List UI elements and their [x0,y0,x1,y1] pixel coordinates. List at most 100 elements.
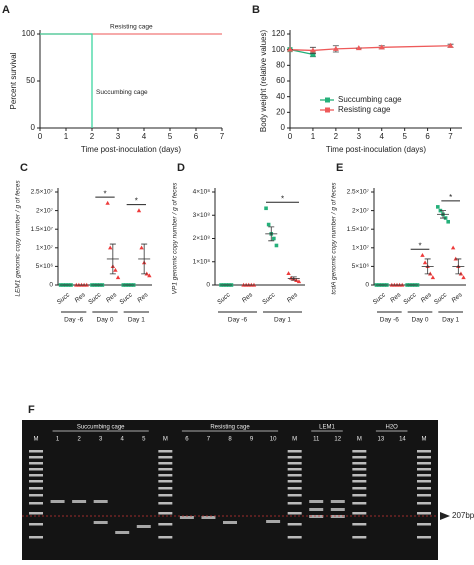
ladder-band [287,494,302,497]
ladder-band [287,462,302,465]
y-tick-label: 0 [281,123,286,132]
group-label: Day 0 [97,317,114,324]
y-tick-label: 0 [49,282,53,289]
y-tick-label: 1×10⁷ [36,245,54,252]
sample-band [72,500,87,503]
ladder-band [417,462,431,465]
x-tick-label: Succ [371,291,387,306]
ladder-band [352,536,367,539]
lane-label: 4 [121,437,125,443]
point [450,245,456,250]
point [108,245,113,250]
x-tick-label: Res [136,291,150,304]
y-tick-label: 20 [276,107,285,116]
ladder-band [287,512,302,515]
legend-label: Succumbing cage [338,95,402,104]
ladder-band [29,480,43,483]
ladder-band [29,523,43,526]
ladder-band [352,487,367,490]
point [286,271,291,275]
y-tick-label: 4×10⁸ [193,189,211,196]
lane-label: 6 [185,437,189,443]
y-tick-label: 40 [276,92,285,101]
marker [287,46,293,52]
ladder-band [287,456,302,459]
ladder-band [417,450,431,453]
sample-band [330,515,345,518]
ladder-band [287,523,302,526]
x-tick-label: Res [105,291,119,304]
ladder-band [417,536,431,539]
y-axis-title: Body weight (relative values) [259,30,268,133]
x-tick-label: 3 [357,132,362,141]
ladder-band [417,523,431,526]
ladder-band [417,502,431,505]
point [461,275,466,280]
y-tick-label: 100 [22,29,36,38]
ladder-band [29,450,43,453]
ladder-band [158,456,173,459]
legend-marker [325,97,330,103]
ladder-band [352,523,367,526]
sample-band [223,521,237,524]
sample-band [136,525,151,528]
significance-label: * [103,189,106,198]
group-label: Day 0 [412,317,429,324]
ladder-band [158,462,173,465]
ladder-band [29,468,43,471]
x-tick-label: Res [74,291,88,304]
size-arrow [440,512,450,520]
point [115,275,121,280]
point [136,208,142,213]
ladder-band [417,494,431,497]
ladder-band [158,450,173,453]
sample-band [330,508,345,511]
x-tick-label: Succ [118,291,134,306]
point [105,200,110,205]
panel-label: A [2,4,10,16]
x-tick-label: Succ [261,291,277,306]
point [272,236,276,241]
y-tick-label: 1×10⁸ [193,258,211,265]
ladder-band [287,502,302,505]
group-label: Day -6 [228,317,248,324]
point [113,267,118,272]
group-label: Day -6 [64,317,84,324]
lane-label: 2 [77,437,81,443]
x-tick-label: Res [450,291,464,304]
x-tick-label: 4 [142,132,147,141]
group-label: Day 1 [442,317,459,324]
lane-label: 12 [334,437,341,443]
y-tick-label: 100 [272,45,286,54]
ladder-band [29,502,43,505]
x-tick-label: 4 [380,132,385,141]
group-label: Day -6 [380,317,400,324]
x-tick-label: 3 [116,132,121,141]
lane-label: 9 [250,437,254,443]
y-tick-label: 2.5×10⁷ [347,189,370,196]
y-tick-label: 1.5×10⁷ [347,226,370,233]
lane-label: M [34,437,39,443]
sample-band [93,500,108,503]
lane-label: 11 [313,437,320,443]
marker [310,51,316,57]
series-line [289,45,451,52]
panel-label: F [28,404,35,416]
ladder-band [417,474,431,477]
ladder-band [29,462,43,465]
y-axis-title: LEM1 genomic copy number / g of feces [15,180,22,297]
y-tick-label: 2×10⁷ [36,207,54,214]
x-tick-label: Res [389,291,403,304]
ladder-band [417,468,431,471]
x-tick-label: 7 [220,132,225,141]
sample-band [330,500,345,503]
ladder-band [287,450,302,453]
sem-bar [290,276,297,281]
line-label: Succumbing cage [96,89,148,96]
point [274,243,279,248]
x-tick-label: Succ [87,291,103,306]
ladder-band [29,494,43,497]
ladder-band [287,468,302,471]
y-tick-label: 5×10⁶ [36,263,54,270]
